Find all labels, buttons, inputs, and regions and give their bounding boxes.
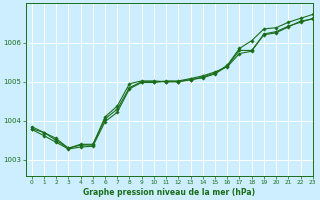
- X-axis label: Graphe pression niveau de la mer (hPa): Graphe pression niveau de la mer (hPa): [83, 188, 255, 197]
